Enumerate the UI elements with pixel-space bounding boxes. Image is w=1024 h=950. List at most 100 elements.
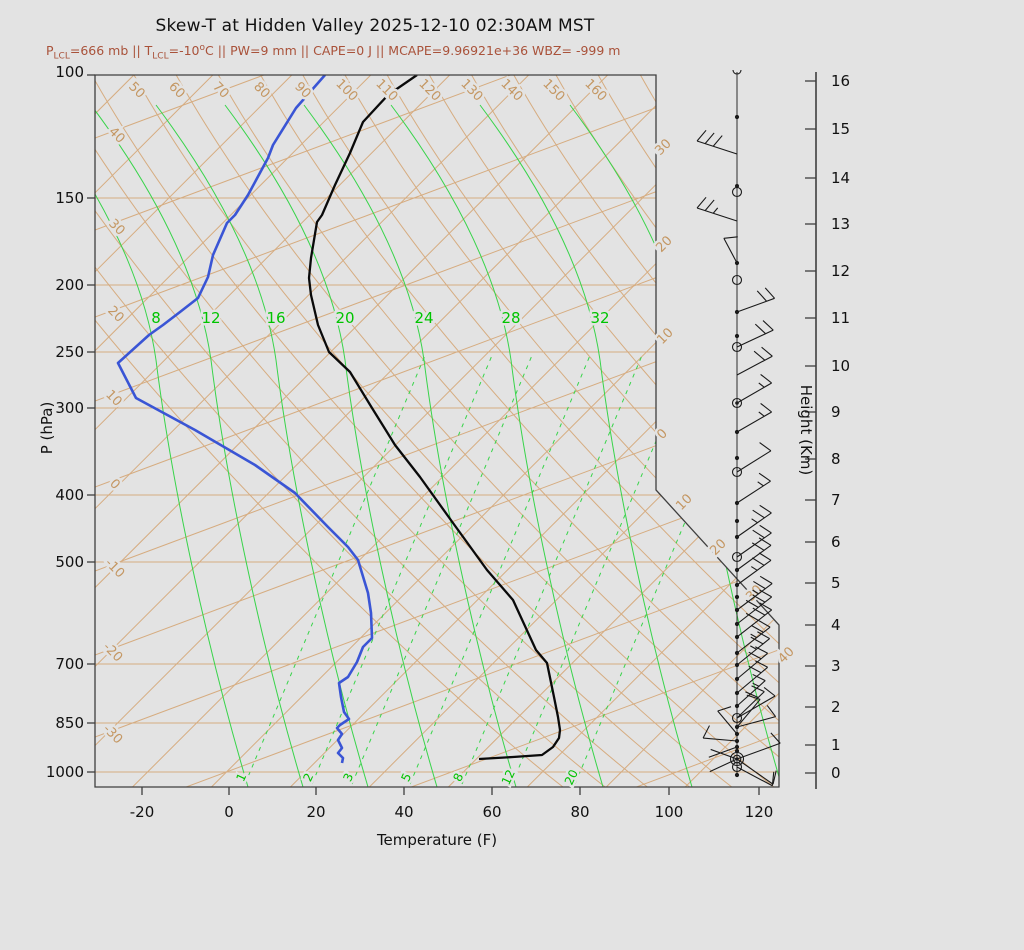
- svg-text:16: 16: [831, 72, 850, 90]
- wind-barb: [734, 631, 770, 668]
- wind-barb: [734, 589, 773, 627]
- wind-barb: [731, 373, 772, 409]
- svg-text:13: 13: [831, 215, 850, 233]
- wind-barb: [734, 114, 740, 120]
- wind-barb: [702, 725, 740, 744]
- dry-adiabats: [95, 75, 779, 787]
- wind-barb-column: [696, 69, 781, 787]
- svg-text:140: 140: [497, 76, 525, 104]
- svg-text:0: 0: [224, 803, 234, 821]
- svg-text:10: 10: [831, 357, 850, 375]
- svg-text:150: 150: [539, 76, 567, 104]
- wind-barb: [731, 685, 776, 724]
- svg-text:20: 20: [306, 803, 325, 821]
- svg-text:6: 6: [831, 533, 841, 551]
- svg-text:160: 160: [581, 76, 609, 104]
- wind-barb: [732, 69, 742, 75]
- svg-text:90: 90: [291, 79, 313, 101]
- svg-text:10: 10: [673, 491, 695, 513]
- temperature-curve: [307, 75, 562, 761]
- plot-frame: [94, 74, 780, 788]
- svg-text:60: 60: [482, 803, 501, 821]
- wind-barb: [734, 287, 775, 315]
- wind-barb: [734, 552, 772, 588]
- wind-barb: [734, 472, 771, 506]
- svg-text:0: 0: [831, 764, 841, 782]
- svg-text:-20: -20: [130, 803, 155, 821]
- svg-text:8: 8: [831, 450, 841, 468]
- wind-barb: [734, 694, 777, 730]
- svg-text:80: 80: [570, 803, 589, 821]
- svg-text:20: 20: [562, 767, 581, 787]
- wind-barb: [731, 761, 775, 787]
- wind-barb: [734, 673, 766, 709]
- dewpoint-curve: [116, 75, 374, 764]
- svg-text:20: 20: [707, 536, 729, 558]
- wind-barb: [696, 196, 738, 222]
- svg-text:14: 14: [831, 169, 850, 187]
- wind-barb: [696, 129, 738, 155]
- wind-barb: [734, 619, 771, 656]
- svg-text:130: 130: [457, 76, 485, 104]
- svg-text:20: 20: [653, 233, 675, 255]
- wind-barb: [731, 524, 772, 563]
- svg-text:50: 50: [125, 79, 147, 101]
- svg-text:28: 28: [501, 309, 520, 327]
- svg-text:150: 150: [55, 189, 84, 207]
- svg-text:15: 15: [831, 120, 850, 138]
- svg-text:100: 100: [55, 63, 84, 81]
- wind-barb: [731, 184, 743, 198]
- sounding-parameters-line: PLCL=666 mb || TLCL=-10oC || PW=9 mm || …: [46, 43, 621, 62]
- svg-text:1: 1: [233, 771, 249, 784]
- wind-barb: [731, 320, 774, 353]
- wind-barb: [734, 455, 740, 461]
- svg-text:400: 400: [55, 486, 84, 504]
- svg-text:300: 300: [55, 399, 84, 417]
- wind-barb: [734, 772, 740, 778]
- svg-text:32: 32: [590, 309, 609, 327]
- wind-barb: [709, 732, 781, 785]
- svg-text:-20: -20: [100, 640, 126, 666]
- svg-text:10: 10: [654, 325, 676, 347]
- isotherms: [95, 75, 779, 787]
- svg-text:11: 11: [831, 309, 850, 327]
- svg-text:700: 700: [55, 655, 84, 673]
- svg-text:2: 2: [300, 771, 316, 784]
- svg-text:120: 120: [745, 803, 774, 821]
- wind-barb: [731, 274, 743, 286]
- pressure-axis: 100 150 200 250 300 400 500 700 850 1000: [46, 63, 95, 781]
- isopleth-labels: 50 60 70 80 90 100 110 120 130 140 150 160403020100…: [97, 74, 800, 750]
- svg-text:500: 500: [55, 553, 84, 571]
- svg-text:120: 120: [415, 76, 443, 104]
- svg-text:100: 100: [655, 803, 684, 821]
- svg-text:12: 12: [831, 262, 850, 280]
- svg-text:70: 70: [209, 79, 231, 101]
- svg-text:8: 8: [151, 309, 161, 327]
- svg-text:1000: 1000: [46, 763, 84, 781]
- temperature-axis-title: Temperature (F): [376, 831, 498, 849]
- svg-text:3: 3: [831, 657, 841, 675]
- svg-text:12: 12: [201, 309, 220, 327]
- wind-barb: [734, 402, 772, 435]
- moist-adiabats: [95, 104, 779, 787]
- wind-barb: [734, 602, 773, 640]
- pressure-axis-title: P (hPa): [38, 402, 56, 455]
- svg-text:40: 40: [394, 803, 413, 821]
- svg-text:80: 80: [250, 79, 272, 101]
- svg-text:200: 200: [55, 276, 84, 294]
- svg-text:9: 9: [831, 403, 841, 421]
- wind-barb: [734, 594, 740, 600]
- svg-text:16: 16: [266, 309, 285, 327]
- svg-text:-30: -30: [100, 722, 126, 748]
- svg-text:850: 850: [55, 714, 84, 732]
- svg-text:110: 110: [372, 76, 400, 104]
- svg-text:3: 3: [340, 771, 356, 784]
- wind-barb: [734, 518, 740, 524]
- svg-text:2: 2: [831, 698, 841, 716]
- svg-text:20: 20: [335, 309, 354, 327]
- wind-barb: [736, 346, 773, 376]
- pressure-gridlines: [95, 197, 779, 773]
- svg-text:100: 100: [332, 76, 360, 104]
